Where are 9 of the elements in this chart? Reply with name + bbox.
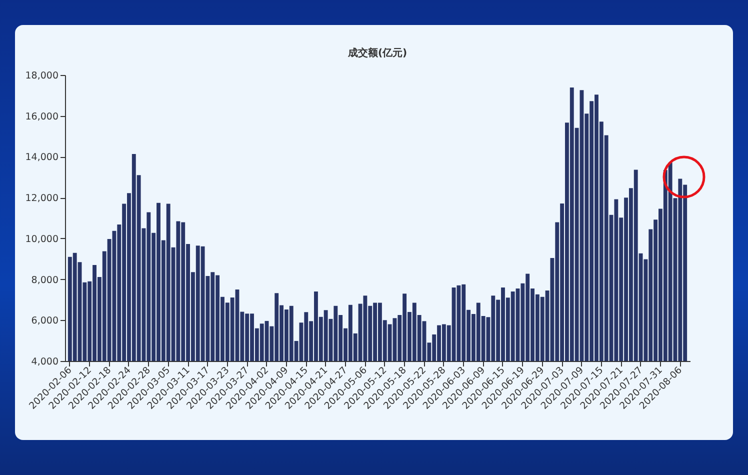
y-tick-label: 6,000	[31, 316, 58, 327]
y-tick-label: 4,000	[31, 356, 58, 368]
y-tick-label: 14,000	[25, 152, 58, 164]
y-tick-label: 16,000	[25, 111, 58, 122]
chart-title: 成交额(亿元)	[346, 47, 408, 59]
y-tick-label: 10,000	[25, 234, 58, 245]
y-tick-label: 18,000	[25, 70, 58, 82]
y-tick-label: 8,000	[31, 274, 58, 286]
y-tick-label: 12,000	[25, 193, 58, 204]
